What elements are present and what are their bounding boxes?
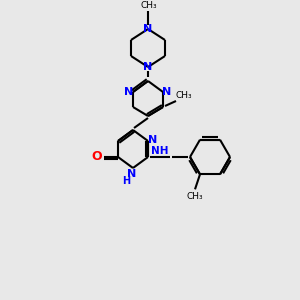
Text: N: N [148,135,158,145]
Text: N: N [143,62,153,72]
Text: CH₃: CH₃ [141,2,157,10]
Text: N: N [124,87,134,97]
Text: N: N [162,87,172,97]
Text: O: O [92,151,102,164]
Text: CH₃: CH₃ [176,92,192,100]
Text: NH: NH [151,146,169,156]
Text: N: N [143,24,153,34]
Text: N: N [128,169,136,179]
Text: H: H [122,176,130,186]
Text: CH₃: CH₃ [187,192,203,201]
